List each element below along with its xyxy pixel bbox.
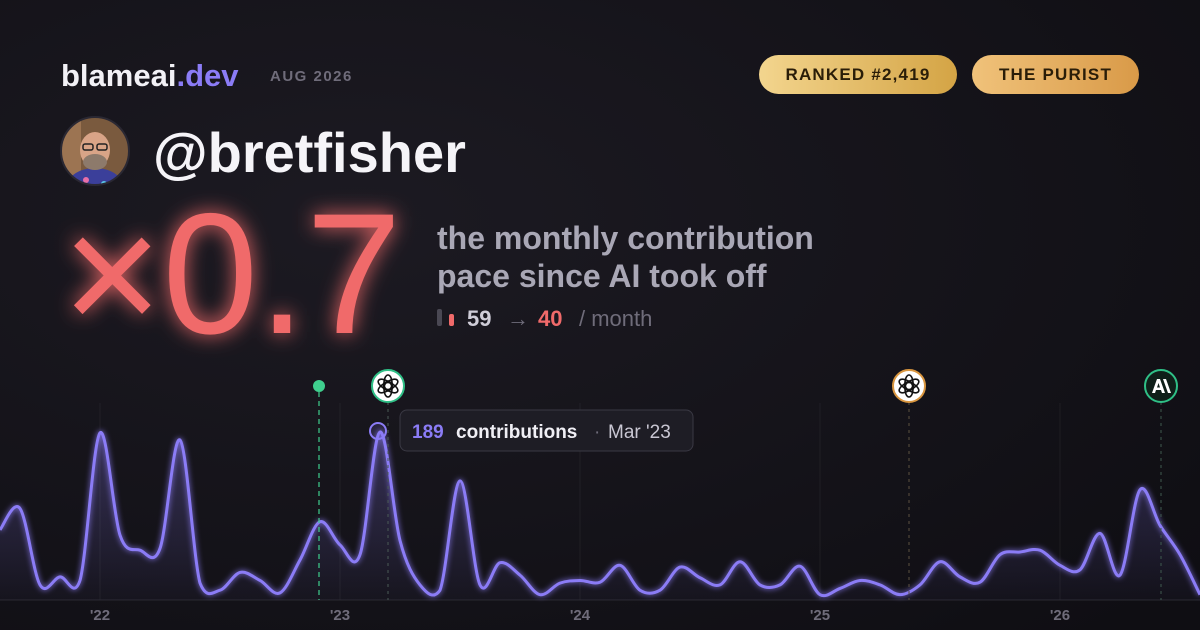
line [0,430,1200,598]
anthropic-icon [1144,369,1178,403]
pace-icon [449,314,454,326]
hover-point[interactable] [369,422,387,440]
brand-name: blameai [61,58,176,93]
brand-tld: .dev [176,58,239,93]
pace-after: 40 [538,306,562,331]
caption-line: pace since AI took off [437,258,767,294]
tooltip-text: 189 contributions · Mar '23 [412,422,671,443]
area [0,431,1200,600]
event-markers [313,369,1178,600]
brand: blameai.dev [61,58,239,93]
pace-icon [437,309,442,326]
caption-line: the monthly contribution [437,220,814,256]
username: @bretfisher [153,121,466,184]
multiplier: ×0.7 [62,178,402,370]
x-tick-label: '25 [810,607,830,624]
pace-arrow: → [507,306,529,331]
pace-line: 59 → 40 / month [467,306,652,331]
persona-badge [972,55,1139,94]
persona-badge-text: THE PURIST [999,65,1112,84]
avatar-ring [60,116,130,186]
openai-icon [892,369,926,403]
tooltip-separator: · [594,422,600,443]
openai-icon [371,369,405,403]
chart: '22 '23 '24 '25 '26 [0,403,1200,624]
tooltip [399,409,694,452]
rank-badge [759,55,957,94]
rank-badge-text: RANKED #2,419 [785,65,930,84]
x-tick-label: '23 [330,607,350,624]
tooltip-date: Mar '23 [608,422,671,443]
x-tick-label: '24 [570,607,591,624]
tooltip-value: 189 [412,422,444,443]
pace-before: 59 [467,306,491,331]
pace-unit: / month [579,306,652,331]
tooltip-label: contributions [456,422,577,443]
event-dot [313,380,325,392]
x-tick-label: '26 [1050,607,1070,624]
x-tick-label: '22 [90,607,110,624]
period: AUG 2026 [270,68,353,85]
